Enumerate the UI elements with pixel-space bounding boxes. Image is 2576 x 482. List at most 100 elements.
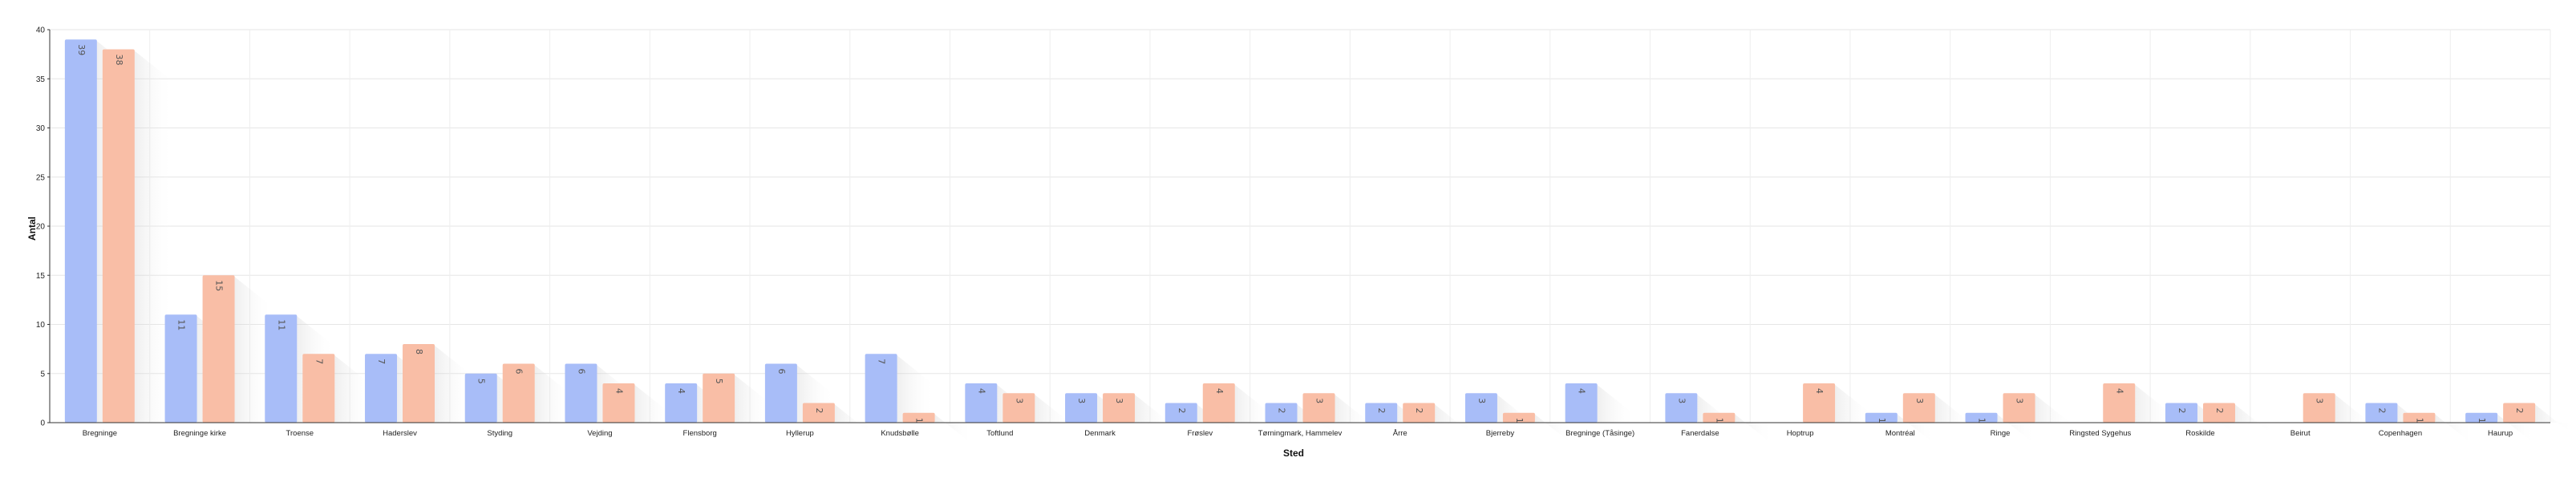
x-tick-label: Toftlund [986, 429, 1013, 438]
bar [2202, 403, 2235, 423]
y-tick-label: 25 [36, 173, 46, 182]
x-tick-label: Flensborg [683, 429, 717, 438]
data-label: 4 [676, 388, 687, 394]
data-label: 1 [2414, 418, 2424, 423]
bar-shadow [634, 385, 674, 423]
data-label: 3 [1914, 398, 1925, 403]
data-label: 4 [976, 388, 986, 394]
bar [565, 363, 597, 423]
data-label: 1 [914, 418, 925, 423]
x-tick-label: Beirut [2290, 429, 2311, 438]
x-tick-label: Roskilde [2185, 429, 2214, 438]
bar [602, 383, 635, 423]
bar-shadow [1135, 395, 1174, 426]
x-tick-label: Bjerreby [1486, 429, 1515, 438]
data-label: 2 [1277, 408, 1287, 414]
data-label: 6 [576, 369, 586, 375]
bar [2165, 403, 2197, 423]
data-label: 4 [1577, 388, 1587, 394]
bar [2103, 383, 2136, 423]
bar-shadow [1335, 395, 1374, 426]
data-label: 38 [114, 55, 124, 66]
bars [64, 39, 2536, 423]
x-tick-label: Hoptrup [1787, 429, 1814, 438]
bar [464, 373, 497, 423]
data-label: 4 [1214, 388, 1225, 394]
y-tick-label: 35 [36, 75, 46, 84]
data-label: 3 [2315, 398, 2325, 403]
bar-shadow [1234, 385, 1274, 423]
bar-shadow [1435, 404, 1474, 435]
bar-shadow [2135, 385, 2174, 423]
bar [102, 49, 135, 423]
bar-shadow [2234, 404, 2274, 435]
y-tick-label: 40 [36, 26, 46, 35]
bar [2403, 412, 2436, 423]
data-label: 39 [76, 44, 87, 55]
data-label: 2 [2376, 408, 2387, 414]
data-label: 3 [1676, 398, 1687, 403]
data-label: 7 [877, 358, 887, 364]
bar [1265, 403, 1298, 423]
data-label: 5 [714, 379, 724, 384]
data-label: 7 [376, 358, 387, 364]
bar [764, 363, 797, 423]
bar-shadow [435, 346, 474, 423]
bar [1902, 393, 1935, 423]
bar [802, 403, 835, 423]
bar [502, 363, 535, 423]
data-label: 15 [214, 280, 225, 291]
data-label: 3 [2015, 398, 2025, 403]
y-axis-title: Antal [26, 217, 38, 241]
x-tick-label: Hyllerup [786, 429, 814, 438]
bar [1065, 393, 1098, 423]
x-tick-label: Bregninge kirke [173, 429, 226, 438]
data-label: 2 [2177, 408, 2187, 414]
y-tick-label: 0 [40, 419, 45, 428]
x-tick-label: Tørningmark, Hammelev [1258, 429, 1343, 438]
data-label: 4 [1814, 388, 1825, 394]
bar-shadow [934, 414, 974, 445]
bar-shadow [2435, 414, 2474, 445]
x-tick-label: Montréal [1885, 429, 1915, 438]
bar-shadow [1597, 385, 1636, 423]
x-tick-label: Denmark [1084, 429, 1116, 438]
bar [2303, 393, 2335, 423]
bar [2003, 393, 2035, 423]
bar-shadow [134, 51, 173, 423]
data-label: 1 [2477, 418, 2487, 423]
bar-shadow [1934, 395, 1974, 426]
bar [1464, 393, 1497, 423]
bar [1803, 383, 1836, 423]
x-tick-label: Ringsted Sygehus [2069, 429, 2131, 438]
data-label: 11 [176, 319, 187, 330]
data-label: 2 [2514, 408, 2525, 414]
data-label: 1 [1977, 418, 1987, 423]
data-label: 1 [1714, 418, 1724, 423]
x-axis-title: Sted [1283, 448, 1304, 459]
data-label: 4 [614, 388, 624, 394]
bar-shadow [897, 355, 936, 423]
data-label: 8 [414, 349, 424, 354]
bar [1502, 412, 1535, 423]
bar [665, 383, 698, 423]
data-label: 5 [476, 379, 487, 384]
data-label: 3 [1114, 398, 1124, 403]
bar [1665, 393, 1698, 423]
data-label: 3 [1076, 398, 1087, 403]
bar [1565, 383, 1598, 423]
data-label: 1 [1514, 418, 1525, 423]
bar [202, 275, 235, 423]
bar-shadow [1534, 414, 1574, 445]
x-tick-label: Styding [487, 429, 512, 438]
bar [703, 373, 735, 423]
bar-shadow [735, 375, 774, 423]
bar [2365, 403, 2398, 423]
bar-shadow [534, 365, 573, 423]
bar [265, 314, 298, 423]
bar-shadow [234, 277, 273, 423]
x-tick-label: Bregninge [83, 429, 117, 438]
data-label: 6 [514, 369, 525, 375]
